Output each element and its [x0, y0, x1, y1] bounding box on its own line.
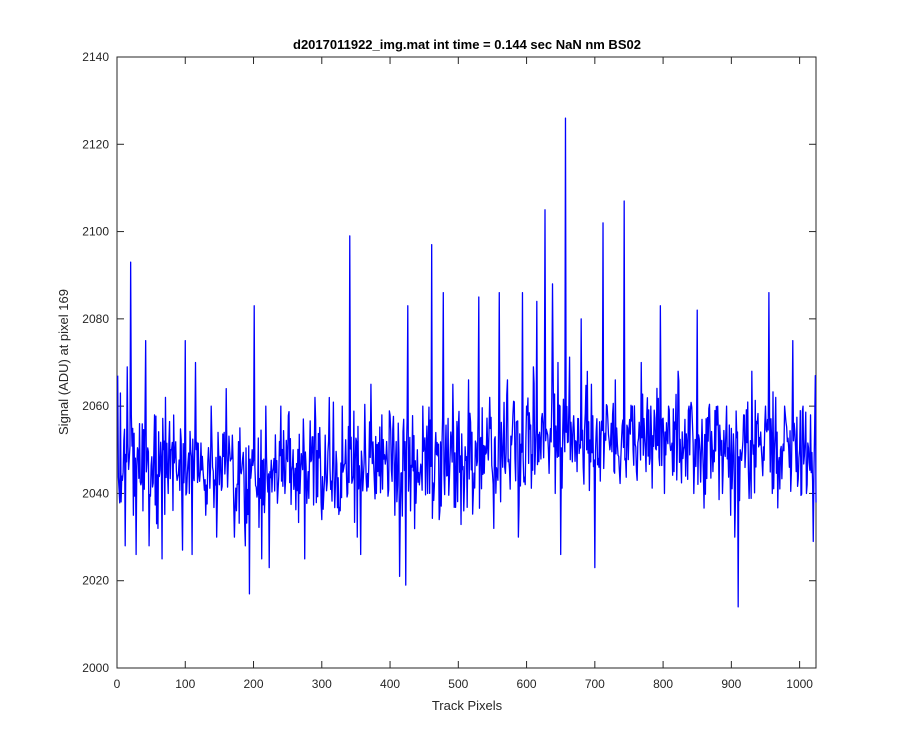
y-tick-label: 2020 — [82, 574, 109, 588]
x-tick-label: 700 — [585, 677, 605, 691]
y-tick-label: 2120 — [82, 137, 109, 151]
series-layer — [117, 117, 817, 608]
x-tick-label: 900 — [721, 677, 741, 691]
y-axis-label: Signal (ADU) at pixel 169 — [56, 289, 71, 435]
x-tick-label: 300 — [312, 677, 332, 691]
x-axis-label: Track Pixels — [432, 698, 503, 713]
y-tick-label: 2060 — [82, 399, 109, 413]
y-tick-label: 2080 — [82, 312, 109, 326]
series-line-0 — [117, 117, 817, 608]
x-tick-label: 600 — [517, 677, 537, 691]
plot-area — [116, 56, 817, 669]
x-axis: 0 100 200 300 400 500 600 700 800 900 1000 — [114, 57, 813, 691]
y-tick-label: 2040 — [82, 486, 109, 500]
x-tick-label: 800 — [653, 677, 673, 691]
x-tick-label: 1000 — [786, 677, 813, 691]
x-tick-label: 0 — [114, 677, 121, 691]
y-axis: 2000 2020 2040 2060 2080 2100 2120 2140 — [82, 50, 816, 675]
x-tick-label: 100 — [175, 677, 195, 691]
y-tick-label: 2140 — [82, 50, 109, 64]
x-tick-label: 400 — [380, 677, 400, 691]
x-tick-label: 500 — [448, 677, 468, 691]
chart-title: d2017011922_img.mat int time = 0.144 sec… — [293, 37, 641, 52]
y-tick-label: 2000 — [82, 661, 109, 675]
x-tick-label: 200 — [244, 677, 264, 691]
y-tick-label: 2100 — [82, 225, 109, 239]
